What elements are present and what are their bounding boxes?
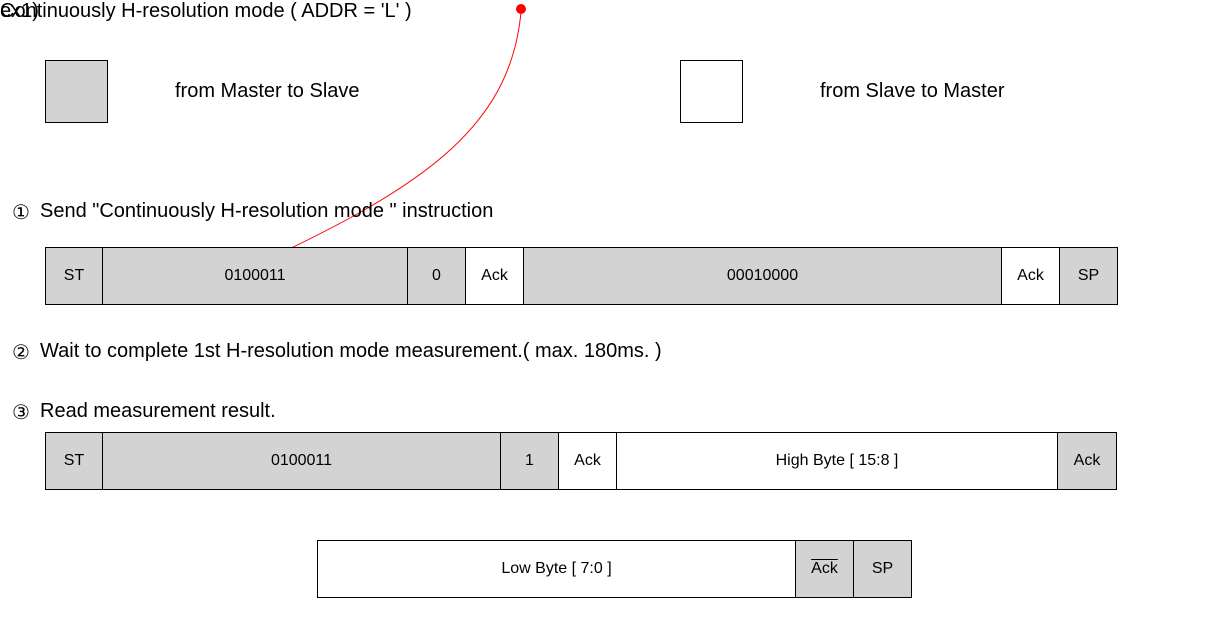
title-text: Continuously H-resolution mode ( ADDR = … [0,0,412,23]
legend-slave-box [680,60,743,123]
frame1-seg-0: ST [46,248,103,304]
frame1-seg-2: 0 [408,248,466,304]
legend-master-box [45,60,108,123]
frame3-seg-0: Low Byte [ 7:0 ] [318,541,796,597]
step1-num: ① [12,200,30,225]
frame2-seg-5: Ack [1058,433,1116,489]
step1-text: Send "Continuously H-resolution mode " i… [40,200,493,223]
frame1-seg-4: 00010000 [524,248,1002,304]
frame3-seg-1: Ack [796,541,854,597]
legend-slave-label: from Slave to Master [820,80,1005,103]
frame2: ST01000111AckHigh Byte [ 15:8 ]Ack [45,432,1117,490]
frame2-seg-2: 1 [501,433,559,489]
arrow-start-dot [516,4,526,14]
frame2-seg-3: Ack [559,433,617,489]
frame3: Low Byte [ 7:0 ]AckSP [317,540,912,598]
frame1-seg-6: SP [1060,248,1117,304]
frame1-seg-1: 0100011 [103,248,408,304]
step3-text: Read measurement result. [40,400,276,423]
frame2-seg-0: ST [46,433,103,489]
step3-num: ③ [12,400,30,425]
frame3-seg-2: SP [854,541,911,597]
frame1-seg-5: Ack [1002,248,1060,304]
frame1: ST01000110Ack00010000AckSP [45,247,1118,305]
frame2-seg-4: High Byte [ 15:8 ] [617,433,1058,489]
step2-num: ② [12,340,30,365]
step2-text: Wait to complete 1st H-resolution mode m… [40,340,662,363]
frame2-seg-1: 0100011 [103,433,501,489]
legend-master-label: from Master to Slave [175,80,360,103]
frame1-seg-3: Ack [466,248,524,304]
